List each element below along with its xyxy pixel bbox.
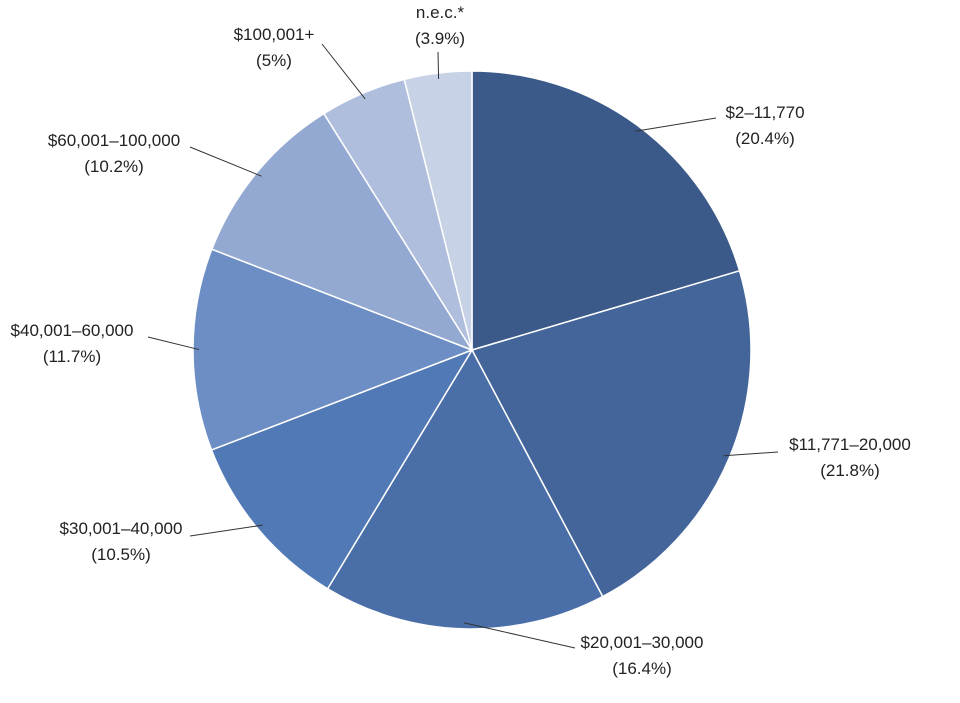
pie-slice-40-001-60-000 (192, 248, 475, 451)
leader-line-30-001-40-000 (189, 524, 263, 537)
leader-line-40-001-60-000 (147, 336, 200, 351)
slice-percent-100-001: (5%) (256, 51, 292, 70)
slice-percent-2-11-770: (20.4%) (735, 129, 795, 148)
pie-slice-20-001-30-000 (326, 348, 604, 630)
slice-percent-40-001-60-000: (11.7%) (43, 347, 101, 366)
pie-slice-11-771-20-000 (470, 269, 752, 598)
slice-label-100-001: $100,001+ (234, 25, 315, 44)
pie-slice-2-11-770 (471, 70, 741, 352)
slice-label-2-11-770: $2–11,770 (725, 103, 804, 122)
slice-percent-n-e-c: (3.9%) (415, 29, 465, 48)
slice-labels: $2–11,770 (20.4%) $11,771–20,000 (21.8%) $20… (11, 3, 911, 678)
pie-slice-60-001-100-000 (210, 112, 474, 352)
leader-line-60-001-100-000 (189, 146, 262, 177)
slice-label-n-e-c: n.e.c.* (416, 3, 465, 22)
slice-label-30-001-40-000: $30,001–40,000 (60, 519, 183, 538)
leader-line-2-11-770 (635, 117, 717, 132)
slice-percent-60-001-100-000: (10.2%) (84, 157, 144, 176)
leader-line-20-001-30-000 (464, 622, 576, 649)
slice-label-60-001-100-000: $60,001–100,000 (48, 131, 180, 150)
slice-percent-20-001-30-000: (16.4%) (612, 659, 672, 678)
slice-label-11-771-20-000: $11,771–20,000 (789, 435, 911, 454)
leader-line-11-771-20-000 (723, 451, 779, 457)
pie-slice-30-001-40-000 (210, 348, 474, 590)
leader-line-n-e-c (437, 51, 440, 80)
slice-label-40-001-60-000: $40,001–60,000 (11, 321, 134, 340)
slice-percent-11-771-20-000: (21.8%) (820, 461, 880, 480)
leader-lines (147, 43, 779, 649)
pie-slices (192, 70, 752, 630)
slice-label-20-001-30-000: $20,001–30,000 (581, 633, 704, 652)
pie-slice-n-e-c (403, 70, 473, 351)
slice-percent-30-001-40-000: (10.5%) (91, 545, 151, 564)
leader-line-100-001 (321, 43, 366, 100)
